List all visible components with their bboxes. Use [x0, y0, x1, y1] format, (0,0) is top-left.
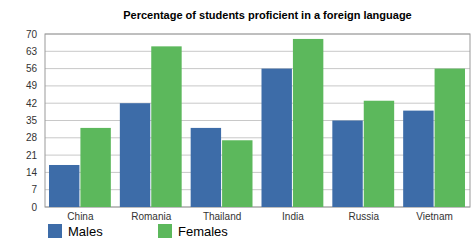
legend-swatch: [48, 224, 62, 238]
bar: [262, 69, 292, 207]
x-tick-label: Romania: [131, 211, 171, 222]
grid-line: [45, 51, 470, 52]
bar: [120, 103, 150, 207]
grid-line: [45, 68, 470, 69]
y-tick-label: 28: [26, 132, 38, 143]
bar: [191, 128, 221, 207]
y-tick-label: 56: [26, 63, 38, 74]
bar: [293, 39, 323, 207]
bar: [222, 140, 252, 207]
bar: [435, 69, 465, 207]
y-tick-label: 35: [26, 115, 38, 126]
bar: [49, 165, 79, 207]
y-tick-label: 63: [26, 46, 38, 57]
x-tick-label: China: [67, 211, 94, 222]
title: Percentage of students proficient in a f…: [123, 9, 412, 21]
y-tick-label: 21: [26, 150, 38, 161]
bar: [364, 101, 394, 207]
legend-label: Males: [68, 224, 103, 239]
chart-svg: Percentage of students proficient in a f…: [0, 0, 474, 244]
x-tick-label: Thailand: [203, 211, 241, 222]
chart-container: Percentage of students proficient in a f…: [0, 0, 474, 244]
x-tick-label: Russia: [348, 211, 379, 222]
y-tick-label: 14: [26, 167, 38, 178]
grid-line: [45, 85, 470, 86]
y-tick-label: 42: [26, 98, 38, 109]
grid-line: [45, 103, 470, 104]
y-tick-label: 70: [26, 29, 38, 40]
bars: [49, 39, 465, 207]
y-tick-label: 0: [31, 202, 37, 213]
bar: [403, 111, 433, 207]
x-tick-label: Vietnam: [416, 211, 453, 222]
legend-swatch: [158, 224, 172, 238]
bar: [80, 128, 110, 207]
legend-label: Females: [178, 224, 228, 239]
y-tick-label: 49: [26, 80, 38, 91]
bar: [151, 46, 181, 207]
bar: [332, 121, 362, 208]
x-tick-label: India: [282, 211, 304, 222]
y-tick-label: 7: [31, 184, 37, 195]
plot-frame: [45, 34, 470, 207]
